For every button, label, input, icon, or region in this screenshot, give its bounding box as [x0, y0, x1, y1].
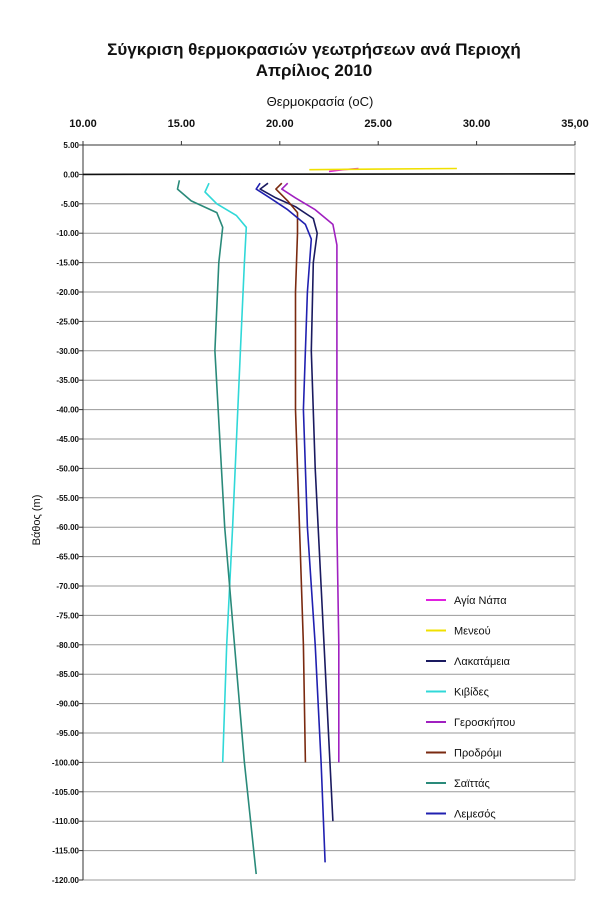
legend-label: Κιβίδες: [454, 687, 489, 699]
y-tick-label: -80.00: [56, 641, 79, 650]
chart-title: Σύγκριση θερμοκρασιών γεωτρήσεων ανά Περ…: [107, 40, 521, 59]
y-tick-label: 5.00: [63, 141, 79, 150]
legend-label: Προδρόμι: [454, 748, 502, 760]
y-tick-label: -5.00: [61, 200, 80, 209]
grid-lines: [83, 144, 575, 881]
y-tick-label: -25.00: [56, 317, 79, 326]
series-line: [309, 167, 457, 171]
x-tick-label: 20.00: [266, 118, 294, 130]
legend-label: Μενεού: [454, 626, 491, 638]
y-tick-label: -35.00: [56, 376, 79, 385]
y-tick-label: -65.00: [56, 553, 79, 562]
y-tick-label: -90.00: [56, 700, 79, 709]
chart-subtitle: Απρίλιος 2010: [256, 61, 372, 80]
legend-label: Λεμεσός: [454, 809, 496, 821]
y-tick-label: -95.00: [56, 729, 79, 738]
y-tick-labels: 5.00 0.00 -5.00 -10.00 -15.00 -20.00 -25.00 -30…: [52, 141, 80, 885]
x-tick-label: 30.00: [463, 118, 491, 130]
y-tick-label: -40.00: [56, 406, 79, 415]
x-axis-label: Θερμοκρασία (oC): [267, 94, 374, 109]
y-tick-label: -110.00: [52, 817, 79, 826]
series-line: [255, 182, 326, 863]
axes: [79, 141, 576, 881]
y-tick-label: -50.00: [56, 464, 79, 473]
y-axis-label: Βάθος (m): [31, 495, 43, 546]
series-line: [275, 182, 307, 763]
x-tick-label: 10.00: [69, 118, 97, 130]
series-line: [176, 180, 257, 875]
y-tick-label: -20.00: [56, 288, 79, 297]
y-tick-label: -120.00: [52, 876, 80, 885]
y-tick-label: -30.00: [56, 347, 79, 356]
legend-label: Σαϊττάς: [454, 778, 490, 790]
y-tick-label: 0.00: [63, 170, 79, 179]
y-tick-label: -10.00: [56, 229, 79, 238]
series-line: [259, 182, 334, 822]
y-tick-label: -85.00: [56, 670, 79, 679]
y-tick-label: -105.00: [52, 788, 80, 797]
y-tick-label: -60.00: [56, 523, 79, 532]
y-tick-label: -55.00: [56, 494, 79, 503]
x-tick-label: 15.00: [168, 118, 196, 130]
y-tick-label: -70.00: [56, 582, 79, 591]
legend-label: Γεροσκήπου: [454, 717, 515, 729]
y-tick-label: -75.00: [56, 611, 79, 620]
legend-label: Αγία Νάπα: [454, 595, 507, 607]
legend-label: Λακατάμεια: [454, 656, 511, 668]
x-tick-label: 35,00: [561, 118, 589, 130]
series-lines: [82, 167, 576, 875]
y-tick-label: -100.00: [52, 758, 80, 767]
series-line: [82, 173, 576, 176]
y-tick-label: -15.00: [56, 259, 79, 268]
series-line: [281, 182, 340, 763]
y-tick-label: -45.00: [56, 435, 79, 444]
x-tick-label: 25.00: [364, 118, 392, 130]
x-tick-labels: 10.00 15.00 20.00 25.00 30.00 35,00: [69, 118, 589, 130]
legend: Αγία Νάπα Μενεού Λακατάμεια Κιβίδες Γεροσκήπ…: [426, 595, 515, 821]
y-tick-label: -115.00: [52, 847, 79, 856]
